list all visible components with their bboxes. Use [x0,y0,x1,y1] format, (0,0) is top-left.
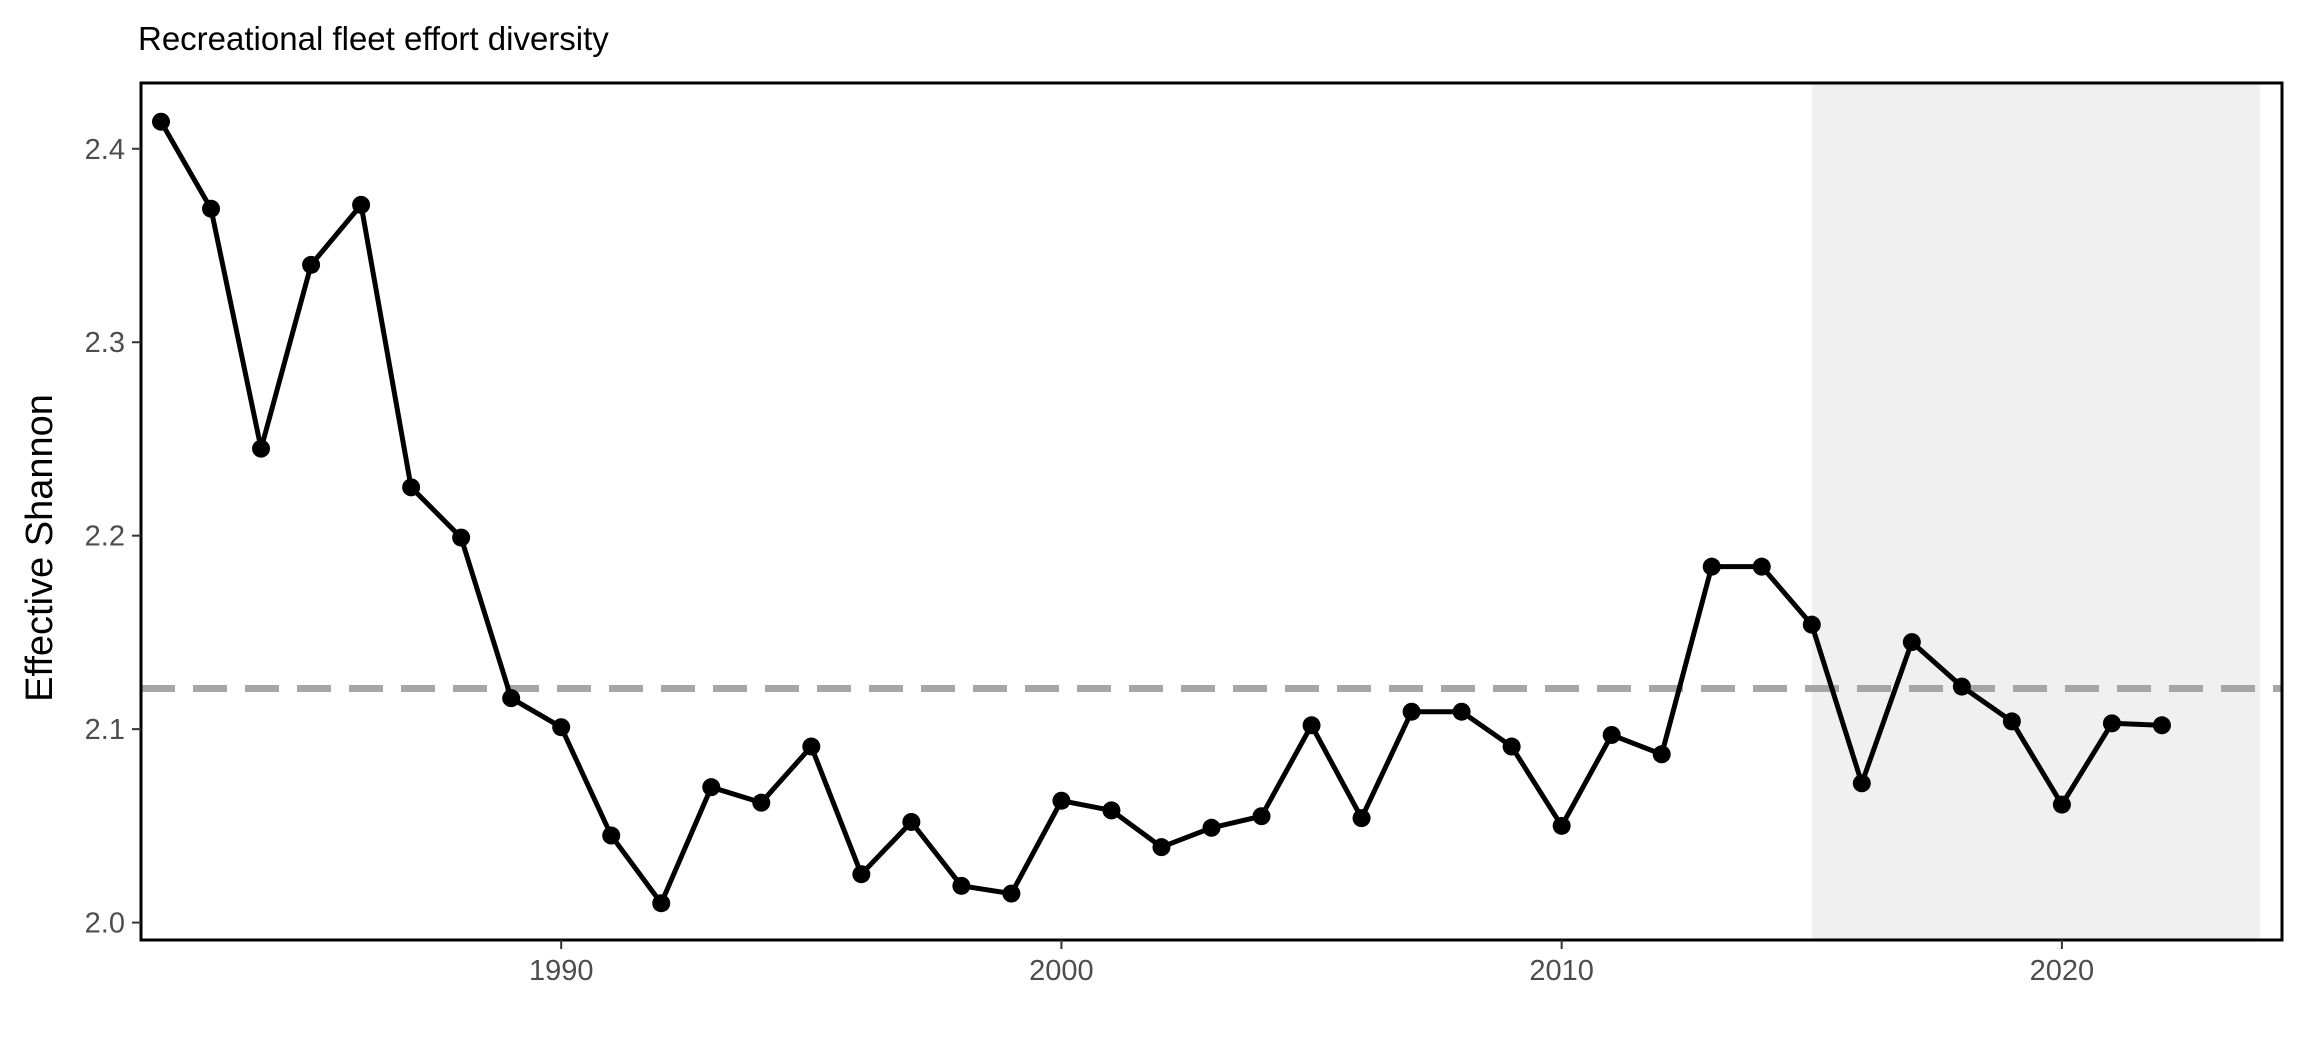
data-point [1902,633,1921,652]
x-tick-label: 2020 [2030,955,2095,987]
data-point [1202,818,1221,837]
data-point [552,718,571,737]
data-point [1002,884,1021,903]
y-axis-label: Effective Shannon [19,394,61,702]
x-tick-label: 2000 [1029,955,1094,987]
data-point [752,793,771,812]
data-point [1952,677,1971,696]
data-point [952,876,971,895]
data-point [1052,791,1071,810]
data-point [302,255,321,274]
data-point [1752,557,1771,576]
data-point [2002,712,2021,731]
data-point [502,689,521,708]
y-tick-label: 2.2 [85,521,125,553]
data-point [152,112,171,131]
data-point [452,528,471,547]
data-point [1402,702,1421,721]
data-point [2102,714,2121,733]
y-tick-label: 2.0 [85,908,125,940]
data-point [1502,737,1521,756]
data-point [1102,801,1121,820]
data-point [352,195,371,214]
data-point [1152,838,1171,857]
y-tick-label: 2.3 [85,327,125,359]
data-point [1352,809,1371,828]
x-tick-label: 1990 [529,955,594,987]
data-point [1302,716,1321,735]
data-point [1602,725,1621,744]
y-tick-label: 2.1 [85,714,125,746]
data-point [852,865,871,884]
y-tick-label: 2.4 [85,134,125,166]
data-point [202,199,221,218]
data-point [2152,716,2171,735]
data-point [602,826,621,845]
data-point [1452,702,1471,721]
data-point [902,812,921,831]
data-point [802,737,821,756]
chart-title: Recreational fleet effort diversity [138,20,609,57]
data-point [1702,557,1721,576]
plot-border [139,81,2284,942]
data-point [1802,615,1821,634]
shaded-region [1811,83,2260,940]
x-tick-label: 2010 [1529,955,1594,987]
data-point [1552,816,1571,835]
data-point [252,439,271,458]
data-point [1252,807,1271,826]
data-point [702,778,721,797]
data-point [402,478,421,497]
data-point [1852,774,1871,793]
plot-area: 2.0 2.1 2.2 2.3 2.4 1990 2000 2010 2020 [85,81,2284,987]
data-point [2052,795,2071,814]
data-point [652,894,671,913]
data-point [1652,745,1671,764]
